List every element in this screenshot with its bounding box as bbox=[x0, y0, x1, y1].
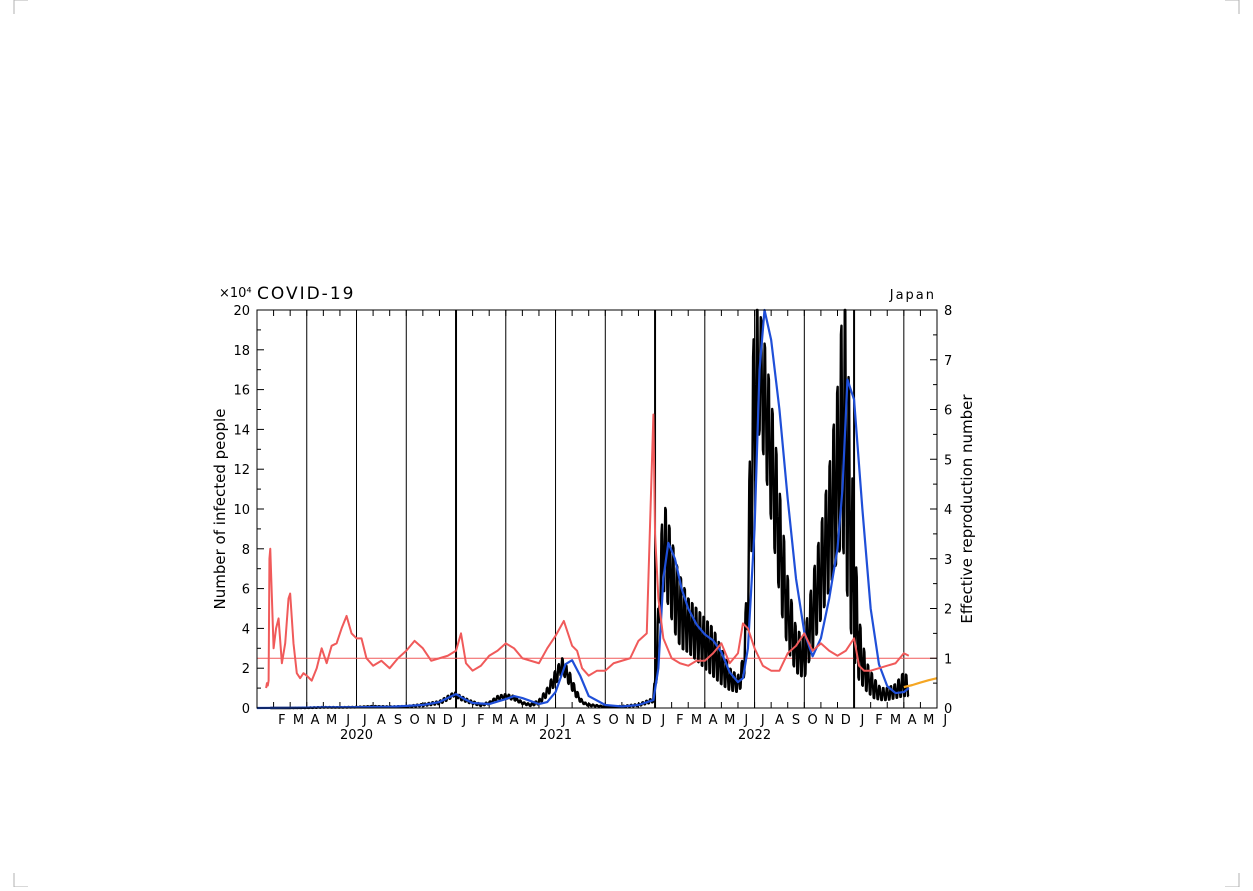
x-tick-label: S bbox=[394, 713, 402, 728]
x-tick-label: D bbox=[443, 713, 453, 728]
x-tick-label: J bbox=[544, 713, 549, 728]
x-tick-label: S bbox=[593, 713, 601, 728]
crop-mark-bottom-left bbox=[13, 873, 28, 888]
x-tick-label: D bbox=[642, 713, 652, 728]
x-tick-label: M bbox=[326, 713, 337, 728]
reproduction-number-line bbox=[265, 413, 910, 689]
x-tick-label: S bbox=[792, 713, 800, 728]
y-tick-label-right: 3 bbox=[944, 553, 952, 568]
projection-line bbox=[903, 677, 938, 689]
crop-mark-top-right bbox=[1225, 0, 1240, 14]
daily-cases-line bbox=[269, 308, 910, 710]
y-tick-label-left: 0 bbox=[242, 702, 250, 717]
y-tick-label-left: 12 bbox=[233, 463, 250, 478]
crop-mark-top-left bbox=[13, 0, 28, 14]
x-tick-label: J bbox=[743, 713, 748, 728]
x-tick-label: J bbox=[859, 713, 864, 728]
x-tick-label: D bbox=[841, 713, 851, 728]
x-tick-label: O bbox=[807, 713, 817, 728]
x-tick-label: M bbox=[923, 713, 934, 728]
x-year-label: 2022 bbox=[738, 728, 771, 743]
x-tick-label: M bbox=[724, 713, 735, 728]
x-tick-label: A bbox=[908, 713, 917, 728]
x-tick-label: O bbox=[608, 713, 618, 728]
y-tick-label-left: 2 bbox=[242, 662, 250, 677]
location-label: Japan bbox=[889, 288, 936, 303]
x-tick-label: M bbox=[492, 713, 503, 728]
x-tick-label: M bbox=[890, 713, 901, 728]
crop-marks bbox=[13, 0, 1240, 888]
y-axis-right-title: Effective reproduction number bbox=[958, 394, 976, 624]
x-tick-label: A bbox=[709, 713, 718, 728]
series-layer bbox=[256, 308, 938, 710]
x-tick-label: A bbox=[775, 713, 784, 728]
x-tick-label: A bbox=[311, 713, 320, 728]
x-tick-label: N bbox=[824, 713, 834, 728]
x-tick-label: A bbox=[576, 713, 585, 728]
y-tick-label-left: 8 bbox=[242, 543, 250, 558]
crop-mark-bottom-right bbox=[1225, 873, 1240, 888]
y-tick-label-left: 10 bbox=[233, 503, 250, 518]
y-tick-label-right: 1 bbox=[944, 652, 952, 667]
x-tick-label: J bbox=[345, 713, 350, 728]
y-tick-label-right: 4 bbox=[944, 503, 952, 518]
y-tick-label-right: 7 bbox=[944, 354, 952, 369]
y-tick-label-left: 20 bbox=[233, 304, 250, 319]
x-tick-label: N bbox=[625, 713, 635, 728]
y-tick-label-right: 2 bbox=[944, 603, 952, 618]
x-tick-label: J bbox=[660, 713, 665, 728]
x-tick-label: M bbox=[525, 713, 536, 728]
x-tick-label: F bbox=[278, 713, 285, 728]
y-tick-label-left: 4 bbox=[242, 622, 250, 637]
x-tick-label: J bbox=[942, 713, 947, 728]
x-tick-label: J bbox=[561, 713, 566, 728]
y-tick-label-left: 18 bbox=[233, 344, 250, 359]
x-tick-label: M bbox=[293, 713, 304, 728]
x-tick-label: N bbox=[426, 713, 436, 728]
x-tick-label: O bbox=[409, 713, 419, 728]
chart-title: COVID-19 bbox=[257, 284, 355, 304]
x-tick-label: M bbox=[691, 713, 702, 728]
smoothed-cases-line bbox=[256, 308, 910, 710]
y-tick-label-right: 5 bbox=[944, 453, 952, 468]
y-tick-label-right: 8 bbox=[944, 304, 952, 319]
y-tick-label-left: 16 bbox=[233, 384, 250, 399]
x-tick-label: F bbox=[477, 713, 484, 728]
y-tick-label-right: 0 bbox=[944, 702, 952, 717]
x-year-label: 2020 bbox=[340, 728, 373, 743]
x-tick-label: A bbox=[377, 713, 386, 728]
x-tick-label: A bbox=[510, 713, 519, 728]
y-tick-label-left: 6 bbox=[242, 583, 250, 598]
x-tick-label: F bbox=[875, 713, 882, 728]
plot-frame bbox=[256, 309, 938, 709]
y-tick-label-left: 14 bbox=[233, 423, 250, 438]
x-tick-label: J bbox=[461, 713, 466, 728]
x-year-label: 2021 bbox=[539, 728, 572, 743]
y-tick-label-right: 6 bbox=[944, 404, 952, 419]
x-tick-label: J bbox=[362, 713, 367, 728]
y-axis-left-title: Number of infected people bbox=[211, 409, 229, 610]
y-multiplier: ×10⁴ bbox=[219, 286, 252, 301]
x-tick-label: J bbox=[760, 713, 765, 728]
grid-layer bbox=[257, 310, 937, 708]
x-tick-label: F bbox=[676, 713, 683, 728]
